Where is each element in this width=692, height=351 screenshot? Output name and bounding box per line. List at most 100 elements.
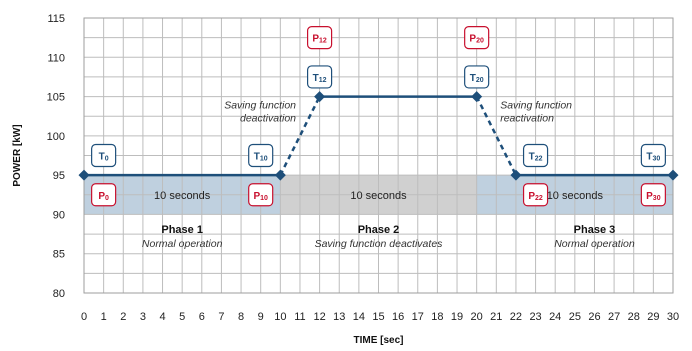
marker-sub: 0: [105, 156, 109, 163]
x-tick-label: 0: [81, 311, 87, 323]
marker-label: T12: [313, 73, 327, 84]
marker-sub: 0: [105, 195, 109, 202]
grid-layer: [83, 17, 674, 294]
x-tick-label: 15: [372, 311, 384, 323]
x-tick-label: 11: [294, 311, 305, 323]
marker-t-22: T22: [522, 143, 549, 168]
marker-box: [464, 65, 490, 89]
marker-main: T: [646, 152, 652, 163]
marker-sub: 30: [653, 156, 661, 163]
phase-title: Phase 2: [358, 224, 400, 236]
marker-label: T10: [254, 152, 268, 163]
x-tick-label: 22: [510, 311, 522, 323]
annotation-text: deactivation: [240, 112, 296, 124]
marker-t-20: T20: [464, 65, 490, 89]
marker-box: [91, 183, 117, 207]
data-point: [510, 169, 522, 181]
x-tick-label: 26: [588, 311, 600, 323]
annotation-text: Saving function: [500, 99, 572, 111]
y-axis-title: POWER [kW]: [12, 124, 23, 186]
x-tick-label: 30: [667, 311, 679, 323]
x-tick-label: 9: [258, 311, 264, 323]
y-tick-label: 80: [53, 288, 65, 300]
marker-sub: 22: [535, 195, 543, 202]
marker-label: P20: [469, 34, 484, 45]
marker-main: T: [529, 152, 535, 163]
x-tick-label: 19: [451, 311, 463, 323]
plot-frame: [83, 17, 674, 294]
x-tick-label: 4: [159, 311, 165, 323]
y-tick-label: 95: [53, 170, 65, 182]
marker-label: T30: [646, 152, 660, 163]
x-tick-label: 18: [431, 311, 443, 323]
y-tick-label: 115: [47, 13, 65, 25]
data-point: [78, 169, 90, 181]
marker-box: [522, 183, 549, 207]
marker-box: [522, 143, 549, 168]
x-tick-label: 6: [199, 311, 205, 323]
band-label: 10 seconds: [350, 190, 407, 202]
y-tick-label: 100: [47, 131, 65, 143]
y-tick-label: 110: [47, 52, 65, 64]
marker-label: T0: [99, 152, 109, 163]
y-tick-label: 85: [53, 249, 65, 261]
marker-box: [464, 26, 490, 50]
marker-label: P30: [646, 191, 661, 202]
marker-main: P: [253, 191, 260, 202]
x-tick-label: 14: [353, 311, 365, 323]
band-label: 10 seconds: [154, 190, 211, 202]
x-tick-label: 28: [628, 311, 640, 323]
marker-p-10: P10: [248, 183, 274, 207]
phase-title: Phase 3: [574, 224, 616, 236]
data-point: [667, 169, 679, 181]
marker-label: P22: [528, 191, 543, 202]
marker-sub: 12: [319, 77, 327, 84]
marker-p-12: P12: [307, 26, 333, 50]
marker-main: T: [254, 152, 260, 163]
x-tick-label: 2: [120, 311, 126, 323]
x-tick-label: 20: [471, 311, 483, 323]
marker-p-20: P20: [464, 26, 490, 50]
axes-layer: 0 1 2 3 4 5 6 7 8 9 10 11 12 13 14 15 16 17 18 19 20 21 22 23 24…: [47, 13, 679, 323]
marker-main: P: [469, 34, 476, 45]
marker-label: P12: [312, 34, 327, 45]
series-segment: [279, 96, 321, 176]
data-point: [274, 169, 286, 181]
series-layer: [78, 91, 679, 181]
marker-main: T: [470, 73, 476, 84]
x-tick-label: 7: [218, 311, 224, 323]
phase-subtitle: Normal operation: [554, 238, 635, 250]
x-tick-label: 10: [274, 311, 286, 323]
marker-main: P: [312, 34, 319, 45]
x-tick-label: 21: [490, 311, 502, 323]
x-tick-label: 27: [608, 311, 620, 323]
x-tick-label: 12: [313, 311, 325, 323]
band-label: 10 seconds: [547, 190, 604, 202]
marker-label: P10: [253, 191, 268, 202]
marker-box: [307, 65, 333, 89]
series-segment: [475, 96, 518, 176]
x-tick-label: 16: [392, 311, 404, 323]
marker-p-22: P22: [522, 183, 549, 207]
phase-title: Phase 1: [161, 224, 203, 236]
x-tick-label: 17: [412, 311, 424, 323]
x-axis-title: TIME [sec]: [353, 335, 403, 346]
marker-box: [640, 183, 666, 207]
marker-t-12: T12: [307, 65, 333, 89]
marker-t-10: T10: [248, 143, 274, 168]
marker-t-0: T0: [91, 143, 117, 168]
marker-sub: 12: [319, 38, 327, 45]
text-layer: 10 seconds 10 seconds 10 seconds Phase 1 Nor…: [142, 99, 635, 250]
marker-label: T20: [470, 73, 484, 84]
marker-sub: 10: [260, 195, 268, 202]
marker-sub: 22: [535, 156, 543, 163]
marker-p-0: P0: [91, 183, 117, 207]
marker-label: T22: [529, 152, 543, 163]
x-tick-label: 29: [647, 311, 659, 323]
marker-t-30: T30: [640, 143, 666, 168]
marker-main: T: [99, 152, 105, 163]
data-point: [314, 91, 326, 103]
marker-box: [640, 143, 666, 168]
